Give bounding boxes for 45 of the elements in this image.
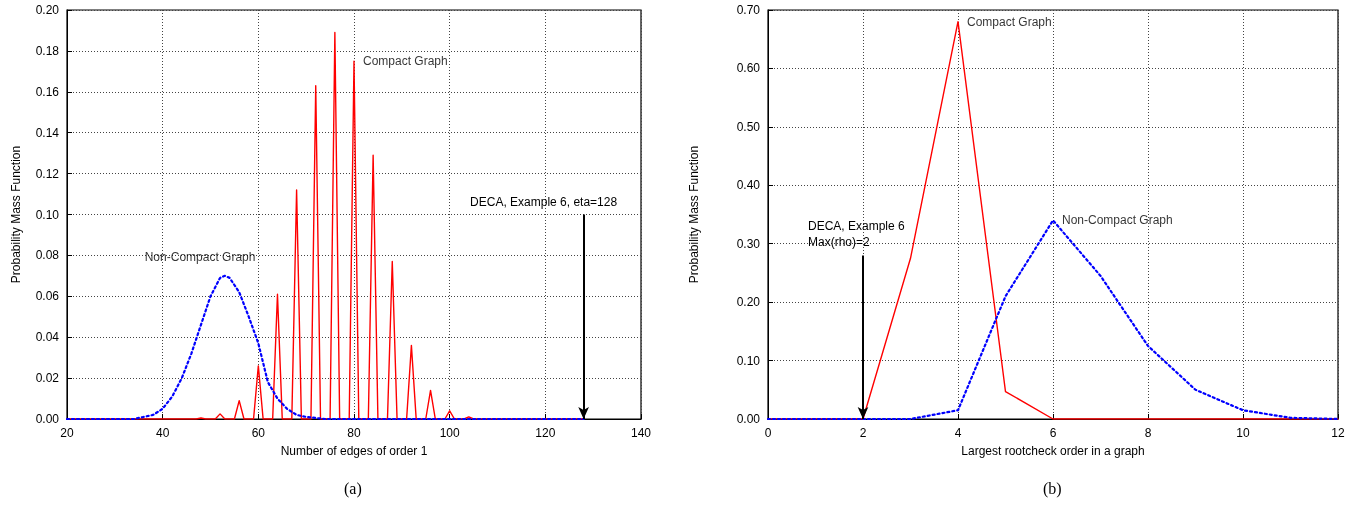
y-tick-label: 0.10 (35, 207, 60, 222)
y-tick-label: 0.16 (35, 84, 60, 99)
x-tick-label: 100 (439, 426, 460, 440)
x-tick-label: 120 (535, 426, 556, 440)
x-tick-label: 40 (155, 426, 170, 440)
annotation: DECA, Example 6, eta=128 (470, 194, 618, 209)
x-tick-label: 2 (859, 426, 867, 440)
y-tick-label: 0.00 (35, 412, 60, 426)
y-tick-label: 0.14 (35, 125, 60, 140)
y-tick-label: 0.20 (35, 3, 60, 17)
x-tick-label: 6 (1049, 426, 1057, 440)
y-tick-label: 0.00 (736, 412, 761, 426)
y-tick-label: 0.18 (35, 43, 60, 58)
annotation: Compact Graph (363, 54, 448, 69)
x-tick-label: 60 (251, 426, 266, 440)
y-axis-title: Probability Mass Function (687, 145, 701, 284)
y-tick-label: 0.04 (35, 330, 60, 345)
x-tick-label: 0 (764, 426, 772, 440)
x-tick-label: 10 (1236, 426, 1250, 440)
text: (b) (1043, 479, 1062, 498)
x-tick-label: 12 (1331, 426, 1345, 440)
annotation: DECA, Example 6 Max(rho)=2 (808, 219, 906, 250)
annotation: Non-Compact Graph (144, 249, 256, 264)
y-tick-label: 0.12 (35, 166, 60, 181)
y-tick-label: 0.40 (736, 178, 761, 193)
x-tick-label: 140 (630, 426, 652, 440)
annotation: Compact Graph (967, 14, 1052, 29)
y-tick-label: 0.50 (736, 119, 761, 134)
x-tick-label: 20 (60, 426, 74, 440)
x-axis-title: Number of edges of order 1 (280, 444, 428, 458)
x-tick-label: 8 (1144, 426, 1152, 440)
y-tick-label: 0.08 (35, 248, 60, 263)
x-axis-title: Largest rootcheck order in a graph (961, 444, 1145, 458)
y-tick-label: 0.70 (736, 3, 761, 17)
y-tick-label: 0.20 (736, 295, 761, 310)
annotation: Non-Compact Graph (1062, 213, 1173, 228)
y-tick-label: 0.02 (35, 371, 60, 386)
x-tick-label: 4 (954, 426, 962, 440)
y-tick-label: 0.10 (736, 353, 761, 368)
text: (a) (344, 479, 362, 498)
x-tick-label: 80 (347, 426, 361, 440)
y-axis-title: Probability Mass Function (9, 145, 23, 284)
y-tick-label: 0.06 (35, 289, 60, 304)
y-tick-label: 0.60 (736, 61, 761, 76)
y-tick-label: 0.30 (736, 236, 761, 251)
